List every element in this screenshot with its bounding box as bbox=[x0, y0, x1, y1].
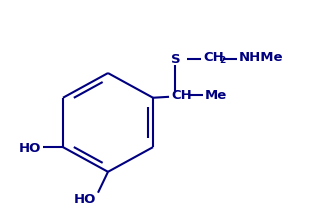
Text: CH: CH bbox=[171, 89, 192, 102]
Text: CH: CH bbox=[203, 51, 224, 64]
Text: NHMe: NHMe bbox=[239, 51, 283, 64]
Text: HO: HO bbox=[19, 141, 41, 154]
Text: 2: 2 bbox=[219, 56, 225, 65]
Text: Me: Me bbox=[205, 89, 227, 102]
Text: S: S bbox=[171, 53, 181, 66]
Text: HO: HO bbox=[74, 192, 96, 204]
